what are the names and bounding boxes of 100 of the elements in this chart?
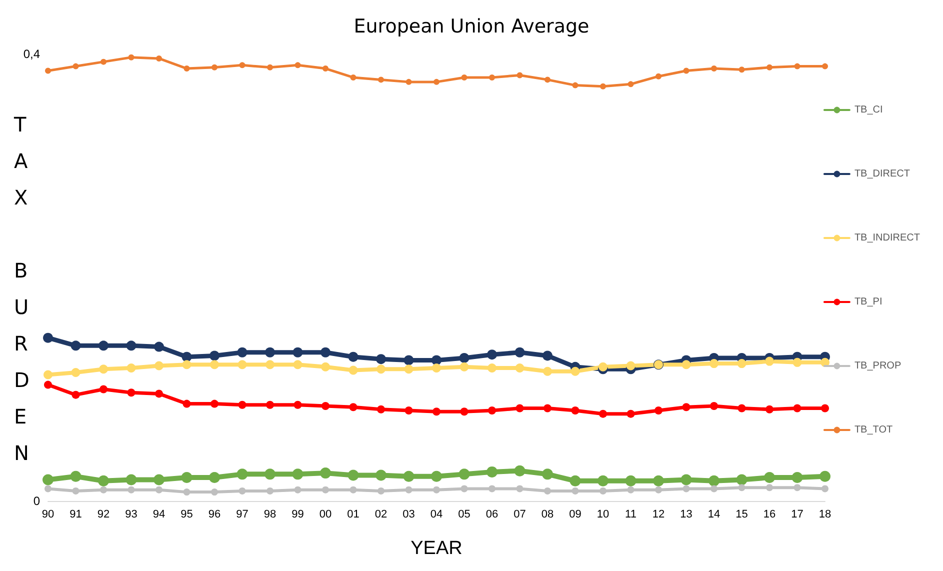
point xyxy=(460,485,468,492)
point xyxy=(350,486,357,494)
point xyxy=(516,72,523,78)
point xyxy=(433,486,440,494)
point xyxy=(350,74,356,80)
x-tick-label: 08 xyxy=(541,508,554,520)
legend-label: TB_DIRECT xyxy=(854,168,910,180)
point xyxy=(404,355,414,366)
x-tick-label: 96 xyxy=(208,508,221,520)
legend-label: TB_PI xyxy=(854,296,882,308)
point xyxy=(627,486,634,494)
point xyxy=(626,361,636,370)
x-tick-label: 95 xyxy=(180,508,193,520)
point xyxy=(570,475,581,486)
x-tick-label: 94 xyxy=(152,508,166,520)
point xyxy=(488,485,496,492)
point xyxy=(70,470,82,482)
x-tick-label: 10 xyxy=(596,508,610,520)
point xyxy=(571,406,580,414)
point xyxy=(516,485,524,492)
x-tick-label: 06 xyxy=(486,508,498,520)
x-tick-label: 17 xyxy=(791,508,804,520)
point xyxy=(100,486,107,494)
x-tick-label: 93 xyxy=(125,508,138,520)
x-tick-label: 01 xyxy=(347,508,360,520)
point xyxy=(766,484,773,492)
point xyxy=(267,64,273,70)
point xyxy=(432,355,442,366)
point xyxy=(156,55,162,62)
point xyxy=(736,474,748,486)
point xyxy=(600,487,606,494)
point xyxy=(322,402,330,410)
point xyxy=(322,66,328,72)
point xyxy=(100,385,108,394)
point xyxy=(820,470,830,482)
legend-label: TB_PROP xyxy=(854,360,902,372)
point xyxy=(680,474,692,486)
point xyxy=(738,484,746,492)
point xyxy=(572,82,578,88)
chart-title: European Union Average xyxy=(354,16,590,38)
point xyxy=(264,468,276,480)
point xyxy=(126,340,136,351)
point xyxy=(738,404,746,412)
point xyxy=(655,486,662,494)
x-axis-title: YEAR xyxy=(410,538,462,559)
point xyxy=(626,410,635,418)
point xyxy=(710,359,718,368)
point xyxy=(542,350,552,361)
y-tick-label: 0,4 xyxy=(23,47,40,61)
point xyxy=(486,466,498,478)
point xyxy=(460,362,469,372)
point xyxy=(460,408,468,416)
point xyxy=(544,404,552,412)
x-tick-label: 92 xyxy=(97,508,110,520)
point xyxy=(154,474,164,486)
point xyxy=(266,400,274,409)
point xyxy=(349,403,358,412)
point xyxy=(72,487,80,494)
point xyxy=(266,360,274,370)
point xyxy=(322,486,329,494)
x-tick-label: 05 xyxy=(458,508,470,520)
point xyxy=(183,488,190,496)
point xyxy=(628,81,634,88)
point xyxy=(738,66,745,73)
point xyxy=(99,364,108,374)
point xyxy=(98,475,109,486)
point xyxy=(792,472,803,484)
point xyxy=(210,400,218,408)
point xyxy=(406,78,412,85)
point xyxy=(515,364,524,373)
point xyxy=(794,63,800,70)
x-tick-label: 02 xyxy=(374,508,388,520)
point xyxy=(376,470,386,481)
point xyxy=(321,362,330,372)
point xyxy=(292,347,303,358)
point xyxy=(683,68,690,74)
point xyxy=(320,347,330,358)
point xyxy=(821,404,829,412)
point xyxy=(42,474,54,486)
point xyxy=(237,347,248,358)
point xyxy=(737,359,746,368)
point xyxy=(656,73,662,80)
point xyxy=(182,400,191,408)
point xyxy=(653,475,664,486)
x-tick-label: 07 xyxy=(514,508,526,520)
point xyxy=(766,405,774,414)
point xyxy=(682,485,690,492)
point xyxy=(210,350,220,361)
x-tick-label: 03 xyxy=(402,508,415,520)
point xyxy=(822,63,828,70)
point xyxy=(458,468,470,480)
point xyxy=(292,468,304,480)
point xyxy=(376,354,386,364)
point xyxy=(126,364,136,373)
point xyxy=(44,370,52,380)
point xyxy=(682,403,690,412)
point xyxy=(488,406,496,414)
point xyxy=(432,364,441,373)
point xyxy=(682,360,691,370)
legend-label: TB_INDIRECT xyxy=(854,232,920,244)
